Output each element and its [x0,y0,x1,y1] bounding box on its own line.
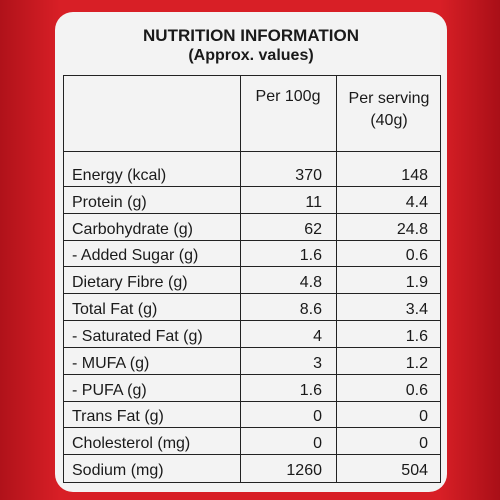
row-divider [64,320,440,322]
nutrient-value: 504 [401,462,428,479]
nutrient-value: 1260 [286,462,322,479]
nutrition-table: Per 100g Per serving (40g) Energy (kcal) 37… [63,75,441,483]
row-divider [64,400,440,402]
nutrient-name: - PUFA (g) [72,381,147,399]
label-title: NUTRITION INFORMATION [143,26,359,45]
nutrient-name: Sodium (mg) [72,462,164,479]
row-divider [64,373,440,375]
nutrient-value: 0 [419,408,428,426]
row-divider [64,151,440,152]
nutrient-value: 0.6 [405,381,428,399]
nutrient-value: 3 [313,354,322,372]
nutrient-value: 62 [304,220,322,238]
nutrient-value: 0 [419,435,428,453]
nutrient-value: 4 [313,327,322,345]
nutrient-name: Total Fat (g) [72,301,158,319]
column-divider [336,76,337,482]
nutrient-value: 1.9 [405,274,428,292]
row-divider [64,239,440,241]
nutrient-value: 24.8 [396,220,428,238]
nutrient-value: 1.6 [405,327,428,345]
nutrient-name: Cholesterol (mg) [72,435,191,453]
nutrition-panel: NUTRITION INFORMATION (Approx. values) P… [55,12,447,492]
nutrient-value: 1.2 [405,354,428,372]
nutrient-value: 370 [295,167,322,184]
row-divider [64,293,440,295]
nutrient-value: 1.6 [299,247,322,265]
row-divider [64,186,440,187]
label-subtitle: (Approx. values) [188,47,314,64]
nutrient-name: Carbohydrate (g) [72,220,193,238]
column-divider [240,76,241,482]
nutrient-name: - Saturated Fat (g) [72,327,203,345]
column-header: Per 100g [255,88,321,105]
nutrient-value: 11 [305,193,322,211]
nutrient-value: 0 [313,408,322,426]
nutrient-value: 1.6 [299,381,322,399]
row-divider [64,266,440,268]
nutrient-name: Protein (g) [72,193,147,211]
nutrient-value: 0 [313,435,322,453]
nutrient-value: 4.8 [299,274,322,292]
nutrient-value: 8.6 [299,301,322,319]
column-header: Per serving (40g) [348,90,430,129]
row-divider [64,454,440,456]
nutrient-name: - MUFA (g) [72,354,150,372]
nutrient-name: Dietary Fibre (g) [72,274,188,292]
row-divider [64,427,440,429]
row-divider [64,212,440,214]
nutrient-name: Trans Fat (g) [72,408,164,426]
nutrient-value: 3.4 [405,301,428,319]
nutrient-value: 4.4 [405,193,428,211]
nutrient-name: - Added Sugar (g) [72,247,199,265]
nutrient-value: 0.6 [405,247,428,265]
nutrient-name: Energy (kcal) [72,167,167,184]
row-divider [64,346,440,348]
nutrient-value: 148 [401,167,428,184]
